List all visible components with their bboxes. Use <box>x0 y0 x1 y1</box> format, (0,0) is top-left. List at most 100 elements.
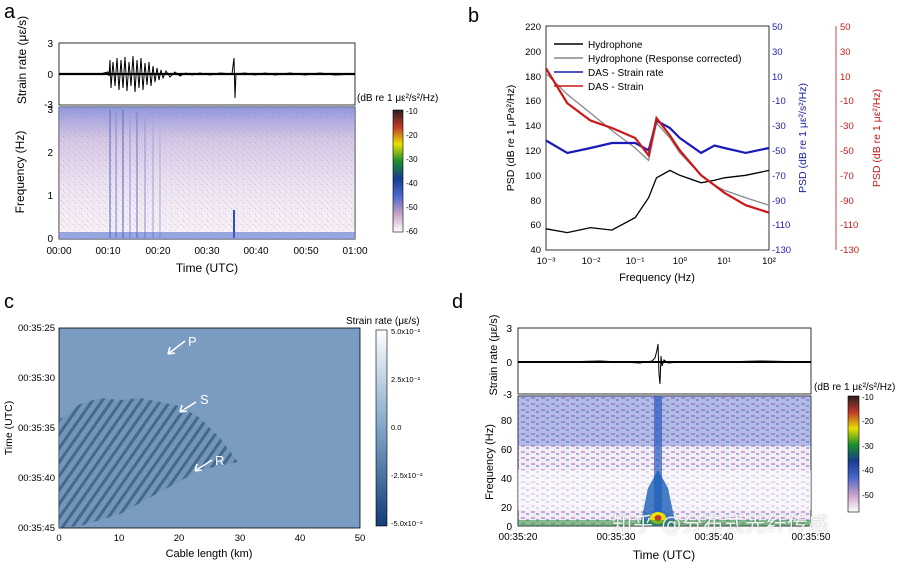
b-r1tick: 50 <box>772 22 783 33</box>
spectrogram-a-lowfreq-band <box>59 232 355 239</box>
a-xtick: 00:20 <box>145 246 170 257</box>
b-xtick: 10² <box>762 256 776 267</box>
spectrogram-d-lowfreq-band <box>518 520 811 526</box>
psd-line-das-strain <box>545 67 770 214</box>
a-xtick: 00:10 <box>95 246 120 257</box>
b-xtick: 10⁻¹ <box>626 256 645 267</box>
a-xtick: 01:00 <box>342 246 367 257</box>
cbar-d-tick: -30 <box>862 442 874 451</box>
colorbar-a-ticks: -10 -20 -30 -40 -50 -60 <box>406 107 418 236</box>
arrowhead-p <box>167 346 176 355</box>
watermark: 知乎 @分布式光纤传感 <box>612 512 830 536</box>
label-s: S <box>200 392 209 407</box>
wave-d-ytick-0: 0 <box>506 358 512 369</box>
panel-letter-a: a <box>4 1 16 23</box>
spec-a-ytick-0: 0 <box>47 234 53 245</box>
wave-a-ytick-m3: -3 <box>44 100 53 111</box>
arrowhead-s <box>179 404 188 413</box>
c-xtick: 50 <box>355 533 366 544</box>
c-xtick: 30 <box>235 533 246 544</box>
wave-d-ytick-3: 3 <box>506 324 512 335</box>
wave-a-ytick-3: 3 <box>47 39 53 50</box>
b-r2tick: -110 <box>840 220 858 231</box>
b-ltick: 220 <box>525 22 541 33</box>
cbar-c-tick: 0.0 <box>391 423 401 432</box>
cbar-a-tick: -50 <box>406 203 418 212</box>
psd-plot-frame <box>545 25 770 251</box>
colorbar-a <box>392 109 404 233</box>
spectrogram-d-highfreq <box>518 396 811 446</box>
cbar-c-tick: -2.5x10⁻² <box>391 471 423 480</box>
cbar-c-tick: -5.0x10⁻² <box>391 519 423 528</box>
colorbar-a-label: (dB re 1 με²/s²/Hz) <box>357 93 438 104</box>
cbar-a-tick: -10 <box>406 107 418 116</box>
psd-right1-ylabel: PSD (dB re 1 με²/s²/Hz) <box>797 83 809 193</box>
b-r1tick: -30 <box>772 121 786 132</box>
b-r2tick: -50 <box>840 146 854 157</box>
wave-a-ytick-0: 0 <box>47 70 53 81</box>
spec-a-ytick-1: 1 <box>47 191 53 202</box>
a-xlabel: Time (UTC) <box>176 261 238 275</box>
b-r1tick: -110 <box>772 220 790 231</box>
spec-a-ylabel: Frequency (Hz) <box>13 131 27 214</box>
b-r2tick: -70 <box>840 171 854 182</box>
psd-xticks: 10⁻³ 10⁻² 10⁻¹ 10⁰ 10¹ 10² <box>537 256 776 267</box>
spec-a-ytick-3: 3 <box>47 105 53 116</box>
colorbar-d-ticks: -10 -20 -30 -40 -50 <box>862 393 874 500</box>
c-ylabel: Time (UTC) <box>3 401 15 455</box>
panel-a: a 3 0 -3 Strain rate (με/s) 3 2 1 0 Freq… <box>4 1 438 275</box>
arrow-p <box>167 340 186 355</box>
d-xtick: 00:35:50 <box>792 532 831 543</box>
c-yticks: 00:35:25 00:35:30 00:35:35 00:35:40 00:3… <box>18 323 55 534</box>
b-r2tick: 10 <box>840 72 851 83</box>
label-r: R <box>215 453 224 468</box>
c-xtick: 40 <box>295 533 306 544</box>
d-spec-yticks: 80 60 40 20 0 <box>501 416 513 533</box>
cbar-a-tick: -40 <box>406 179 418 188</box>
b-r2tick: -90 <box>840 196 854 207</box>
psd-left-ticks: 220 200 180 160 140 120 100 80 60 40 <box>525 22 541 256</box>
b-ltick: 160 <box>525 96 541 107</box>
cbar-c-tick: 2.5x10⁻² <box>391 375 420 384</box>
b-r1tick: -90 <box>772 196 786 207</box>
colorbar-c-label: Strain rate (με/s) <box>346 316 420 327</box>
spec-d-ylabel: Frequency (Hz) <box>484 424 496 500</box>
a-xtick: 00:50 <box>293 246 318 257</box>
b-r1tick: 30 <box>772 47 783 58</box>
cbar-d-tick: -50 <box>862 491 874 500</box>
legend-hydrophone: Hydrophone <box>588 40 643 51</box>
b-xtick: 10⁻² <box>582 256 601 267</box>
wave-d-ytick-m3: -3 <box>503 390 512 401</box>
b-xtick: 10¹ <box>717 256 731 267</box>
arrow-r <box>194 459 213 472</box>
b-r1tick: -70 <box>772 171 786 182</box>
b-ltick: 100 <box>525 171 541 182</box>
arrow-s <box>179 401 197 413</box>
b-ltick: 40 <box>530 245 541 256</box>
b-xtick: 10⁻³ <box>537 256 556 267</box>
psd-series-group <box>545 67 770 234</box>
b-r2tick: 30 <box>840 47 851 58</box>
b-r2tick: -30 <box>840 121 854 132</box>
c-ytick: 00:35:35 <box>18 423 55 434</box>
b-ltick: 140 <box>525 121 541 132</box>
c-xticks: 0 10 20 30 40 50 <box>56 533 365 544</box>
d-xtick: 00:35:20 <box>499 532 538 543</box>
b-ltick: 200 <box>525 47 541 58</box>
c-xtick: 20 <box>174 533 185 544</box>
c-ytick: 00:35:25 <box>18 323 55 334</box>
cbar-a-tick: -60 <box>406 227 418 236</box>
colorbar-c-ticks: 5.0x10⁻² 2.5x10⁻² 0.0 -2.5x10⁻² -5.0x10⁻… <box>391 327 423 528</box>
psd-line-hydrophone-response-corrected <box>545 72 770 206</box>
arrival-arrows <box>167 340 213 472</box>
label-p: P <box>188 334 197 349</box>
psd-legend: Hydrophone Hydrophone (Response correcte… <box>554 40 741 93</box>
b-xtick: 10⁰ <box>673 256 688 267</box>
wave-d-ylabel: Strain rate (με/s) <box>488 315 500 396</box>
cbar-d-tick: -10 <box>862 393 874 402</box>
b-r1tick: 10 <box>772 72 783 83</box>
arrowhead-r <box>194 463 203 472</box>
a-xtick-labels: 00:00 00:10 00:20 00:30 00:40 00:50 01:0… <box>46 246 367 257</box>
c-ytick: 00:35:45 <box>18 523 55 534</box>
